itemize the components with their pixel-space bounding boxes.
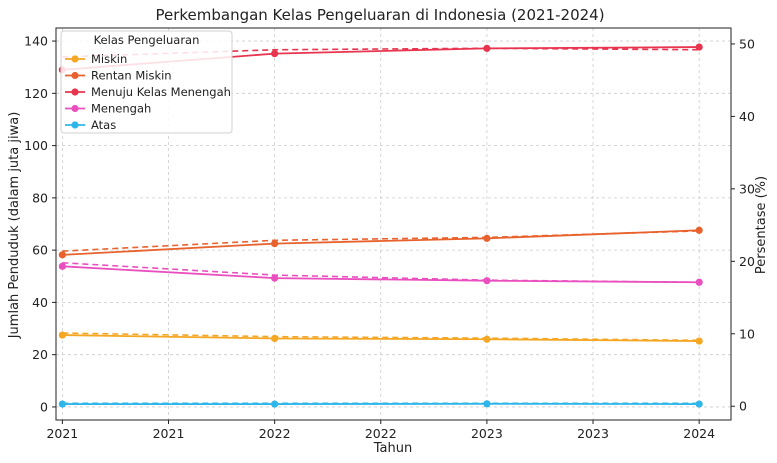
series-miskin-percent-line bbox=[62, 332, 700, 342]
series-menengah-point bbox=[271, 274, 279, 282]
series-miskin-line bbox=[62, 334, 700, 342]
legend-entry-label: Menuju Kelas Menengah bbox=[91, 85, 231, 99]
series-menengah-point bbox=[58, 262, 66, 270]
y2-axis-label: Persentase (%) bbox=[754, 176, 769, 274]
series-rentan-miskin-point bbox=[271, 240, 279, 248]
series-miskin-point bbox=[695, 337, 703, 345]
series-rentan-miskin-point bbox=[695, 226, 703, 234]
y2-tick-label: 0 bbox=[739, 399, 747, 414]
x-tick-label: 2021 bbox=[46, 426, 78, 441]
legend-swatch-marker bbox=[71, 71, 79, 80]
y-tick-label: 20 bbox=[32, 347, 48, 362]
legend-swatch-marker bbox=[71, 55, 79, 63]
y-tick-label: 0 bbox=[40, 399, 48, 414]
legend-swatch-marker bbox=[71, 88, 79, 96]
axis-layer: 2021 2021 2022 2022 2023 2023 2024020406080100… bbox=[24, 34, 755, 441]
y-tick-label: 80 bbox=[32, 190, 48, 205]
plot-frame bbox=[55, 27, 732, 421]
series-miskin-point bbox=[483, 335, 491, 343]
legend-title: Kelas Pengeluaran bbox=[94, 33, 200, 47]
x-axis-label: Tahun bbox=[373, 441, 412, 456]
series-miskin-point bbox=[58, 331, 66, 339]
y-tick-label: 60 bbox=[32, 243, 48, 258]
legend-swatch-marker bbox=[71, 104, 79, 113]
series-miskin-point bbox=[271, 334, 279, 343]
y2-tick-label: 20 bbox=[739, 254, 755, 269]
legend-box bbox=[60, 30, 233, 134]
series-atas-point bbox=[271, 400, 279, 408]
y-tick-label: 100 bbox=[24, 138, 48, 153]
x-tick-label: 2021 bbox=[153, 426, 185, 441]
legend-entry-label: Rentan Miskin bbox=[91, 69, 172, 83]
series-rentan-miskin-point bbox=[483, 234, 491, 242]
series-menengah-point bbox=[695, 278, 703, 286]
series-rentan-miskin-point bbox=[58, 251, 66, 259]
x-tick-label: 2024 bbox=[683, 426, 715, 441]
series-atas-point bbox=[483, 400, 491, 408]
series-rentan-miskin-line bbox=[62, 229, 700, 256]
x-tick-label: 2022 bbox=[365, 426, 397, 441]
legend-entry-label: Atas bbox=[91, 118, 116, 132]
series-menengah-line bbox=[62, 265, 700, 284]
series-menengah-point bbox=[483, 277, 491, 285]
legend-entry-label: Miskin bbox=[91, 52, 127, 66]
series-atas-point bbox=[58, 400, 66, 408]
y2-tick-label: 50 bbox=[739, 36, 755, 51]
series-menuju-kelas-menengah-point bbox=[483, 44, 491, 52]
grid-layer bbox=[56, 28, 731, 420]
legend-swatch-marker bbox=[71, 121, 79, 129]
x-tick-label: 2023 bbox=[471, 426, 503, 441]
y-tick-label: 120 bbox=[24, 86, 48, 101]
y2-tick-label: 10 bbox=[739, 326, 755, 341]
y-tick-label: 140 bbox=[24, 34, 48, 49]
y2-tick-label: 40 bbox=[739, 109, 755, 124]
chart-title: Perkembangan Kelas Pengeluaran di Indone… bbox=[155, 6, 604, 24]
legend-entry-label: Menengah bbox=[91, 102, 151, 116]
y-tick-label: 40 bbox=[32, 295, 48, 310]
x-tick-label: 2022 bbox=[259, 426, 291, 441]
legend: Kelas Pengeluaran Miskin Rentan Miskin Menu… bbox=[60, 30, 233, 134]
x-tick-label: 2023 bbox=[577, 426, 609, 441]
series-atas-point bbox=[695, 400, 703, 408]
series-menuju-kelas-menengah-point bbox=[271, 50, 279, 58]
series-menuju-kelas-menengah-percent-line bbox=[62, 47, 700, 58]
y-axis-label: Jumlah Penduduk (dalam juta jiwa) bbox=[7, 112, 22, 340]
series-menuju-kelas-menengah-point bbox=[695, 43, 703, 51]
y2-tick-label: 30 bbox=[739, 181, 755, 196]
